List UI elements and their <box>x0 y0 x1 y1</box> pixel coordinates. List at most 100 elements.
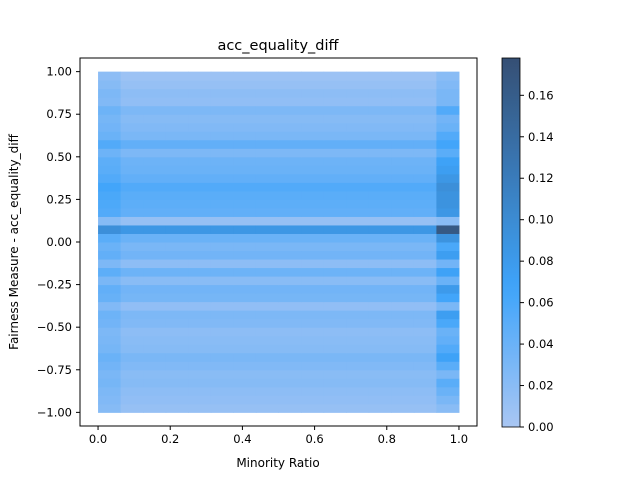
heatmap-cell <box>210 276 234 286</box>
heatmap-cell <box>255 335 279 345</box>
heatmap-cell <box>391 182 415 192</box>
heatmap-cell <box>143 216 167 226</box>
heatmap-cell <box>368 199 392 209</box>
heatmap-cell <box>165 165 189 175</box>
heatmap-cell <box>413 242 437 252</box>
heatmap-cell <box>436 71 460 81</box>
colorbar-tick-label: 0.04 <box>528 337 554 351</box>
heatmap-cell <box>436 131 460 141</box>
heatmap-cell <box>323 165 347 175</box>
heatmap-cell <box>323 403 347 413</box>
heatmap-cell <box>165 250 189 260</box>
heatmap-cell <box>143 259 167 269</box>
heatmap-cell <box>120 165 144 175</box>
heatmap-cell <box>413 344 437 354</box>
heatmap-cell <box>210 250 234 260</box>
heatmap-cell <box>368 165 392 175</box>
heatmap-cell <box>391 97 415 107</box>
heatmap-cell <box>301 190 325 200</box>
heatmap-cell <box>278 378 302 388</box>
heatmap-cell <box>301 165 325 175</box>
heatmap-cell <box>301 352 325 362</box>
heatmap-cell <box>368 267 392 277</box>
heatmap-cell <box>413 156 437 166</box>
heatmap-cell <box>368 224 392 234</box>
heatmap-cell <box>413 335 437 345</box>
heatmap-cell <box>323 148 347 158</box>
heatmap-cell <box>143 131 167 141</box>
heatmap-cell <box>391 80 415 90</box>
heatmap-cell <box>436 88 460 98</box>
heatmap-cell <box>413 88 437 98</box>
colorbar <box>501 57 521 428</box>
x-tick-label: 1.0 <box>450 432 468 446</box>
heatmap-cell <box>233 259 257 269</box>
heatmap-cell <box>188 352 212 362</box>
heatmap-cell <box>210 190 234 200</box>
heatmap-cell <box>98 386 122 396</box>
heatmap-cell <box>301 310 325 320</box>
heatmap-cell <box>210 318 234 328</box>
colorbar-tick-label: 0.14 <box>528 130 554 144</box>
heatmap-cell <box>323 344 347 354</box>
heatmap-cell <box>143 403 167 413</box>
heatmap-cell <box>255 267 279 277</box>
heatmap-cell <box>368 105 392 115</box>
heatmap-cell <box>98 250 122 260</box>
heatmap-cell <box>323 199 347 209</box>
heatmap-cell <box>391 352 415 362</box>
heatmap-cell <box>278 327 302 337</box>
heatmap-cell <box>165 182 189 192</box>
heatmap-cell <box>278 122 302 132</box>
heatmap-cell <box>278 259 302 269</box>
heatmap-cell <box>255 250 279 260</box>
heatmap-cells <box>98 71 460 413</box>
heatmap-cell <box>143 114 167 124</box>
heatmap-cell <box>98 216 122 226</box>
heatmap-cell <box>436 267 460 277</box>
heatmap-cell <box>346 105 370 115</box>
heatmap-cell <box>255 131 279 141</box>
heatmap-cell <box>368 318 392 328</box>
heatmap-cell <box>210 327 234 337</box>
heatmap-cell <box>165 293 189 303</box>
heatmap-cell <box>120 207 144 217</box>
heatmap-cell <box>143 386 167 396</box>
heatmap-cell <box>346 216 370 226</box>
heatmap-cell <box>346 122 370 132</box>
heatmap-cell <box>301 361 325 371</box>
heatmap-cell <box>210 242 234 252</box>
heatmap-cell <box>143 182 167 192</box>
heatmap-cell <box>165 71 189 81</box>
heatmap-cell <box>436 156 460 166</box>
heatmap-cell <box>436 344 460 354</box>
heatmap-cell <box>391 105 415 115</box>
y-tick-label: 0.75 <box>46 107 72 121</box>
heatmap-cell <box>391 173 415 183</box>
heatmap-cell <box>368 301 392 311</box>
heatmap-cell <box>436 369 460 379</box>
heatmap-cell <box>255 165 279 175</box>
heatmap-cell <box>436 122 460 132</box>
heatmap-cell <box>391 395 415 405</box>
heatmap-cell <box>368 80 392 90</box>
heatmap-cell <box>391 386 415 396</box>
heatmap-cell <box>391 344 415 354</box>
heatmap-cell <box>143 173 167 183</box>
heatmap-cell <box>98 233 122 243</box>
heatmap-cell <box>188 250 212 260</box>
heatmap-cell <box>323 224 347 234</box>
heatmap-cell <box>233 233 257 243</box>
heatmap-cell <box>323 156 347 166</box>
heatmap-cell <box>346 242 370 252</box>
heatmap-cell <box>165 403 189 413</box>
y-axis-label: Fairness Measure - acc_equality_diff <box>7 133 21 349</box>
heatmap-cell <box>368 122 392 132</box>
y-tick-label: −0.75 <box>37 363 72 377</box>
heatmap-cell <box>120 88 144 98</box>
heatmap-cell <box>278 369 302 379</box>
heatmap-cell <box>165 361 189 371</box>
heatmap-cell <box>188 80 212 90</box>
heatmap-cell <box>188 131 212 141</box>
heatmap-cell <box>120 80 144 90</box>
